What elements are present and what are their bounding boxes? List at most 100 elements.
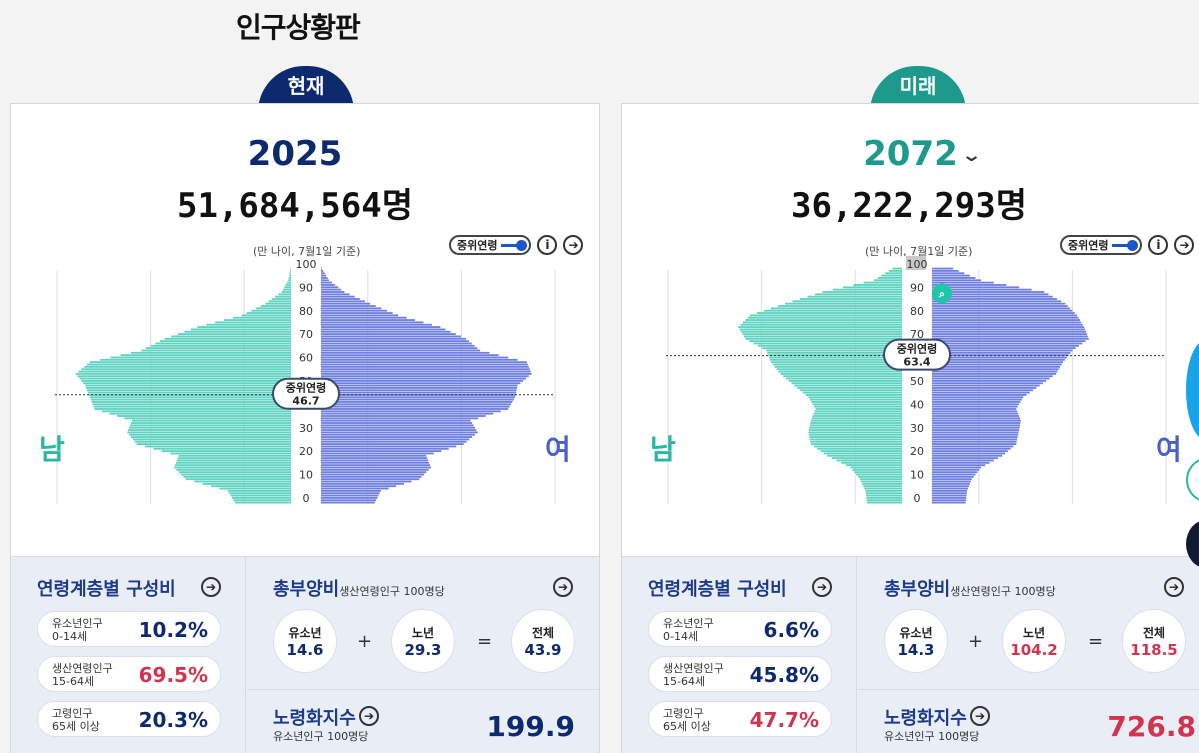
median-age-toggle[interactable]: 중위연령 bbox=[1060, 235, 1143, 255]
working-label: 생산연령인구 bbox=[663, 662, 724, 675]
female-bar bbox=[321, 482, 404, 485]
chart-toolbar: 중위연령 i ➔ bbox=[1060, 235, 1195, 255]
age-tick-label: 100 bbox=[296, 258, 317, 271]
female-bar bbox=[321, 326, 441, 328]
male-bar bbox=[278, 293, 291, 296]
female-bar bbox=[321, 382, 521, 385]
male-bar bbox=[81, 379, 291, 382]
plus-sign: + bbox=[968, 631, 984, 652]
female-bar bbox=[932, 450, 1008, 453]
female-bar bbox=[932, 443, 1017, 445]
dep-total-circle: 전체 43.9 bbox=[511, 609, 575, 673]
arrow-right-circle-icon[interactable]: ➔ bbox=[359, 706, 379, 726]
male-bar bbox=[176, 459, 291, 462]
male-bar bbox=[127, 431, 291, 434]
arrow-right-circle-icon[interactable]: ➔ bbox=[812, 577, 832, 597]
female-bar bbox=[321, 394, 516, 396]
age-tick-label: 10 bbox=[910, 469, 924, 482]
female-bar bbox=[932, 396, 1024, 399]
female-bar bbox=[321, 328, 446, 331]
arrow-right-circle-icon[interactable]: ➔ bbox=[201, 577, 221, 597]
age-tick-label: 0 bbox=[303, 492, 310, 505]
info-icon[interactable]: i bbox=[1148, 235, 1169, 255]
arrow-right-circle-icon[interactable]: ➔ bbox=[1174, 235, 1195, 255]
male-bar bbox=[86, 363, 292, 366]
arrow-right-circle-icon[interactable]: ➔ bbox=[1164, 577, 1184, 597]
female-bar bbox=[321, 396, 516, 399]
male-bar bbox=[150, 344, 291, 347]
male-bar bbox=[777, 305, 902, 307]
female-bar bbox=[321, 487, 389, 490]
age-tick-label: 30 bbox=[299, 422, 313, 435]
male-bar bbox=[91, 401, 291, 403]
age-tick-label: 100 bbox=[907, 258, 928, 271]
elderly-range: 65세 이상 bbox=[52, 720, 100, 733]
male-bar bbox=[774, 365, 902, 368]
male-bar bbox=[809, 438, 902, 441]
female-bar bbox=[321, 377, 526, 380]
female-bar bbox=[321, 379, 524, 382]
female-bar bbox=[321, 408, 509, 410]
male-bar bbox=[178, 471, 291, 474]
population-tick-label: 300,000 bbox=[739, 522, 785, 524]
male-bar bbox=[892, 267, 902, 270]
population-tick-label: 300,000 bbox=[439, 522, 485, 524]
male-bar bbox=[86, 389, 292, 392]
female-bar bbox=[932, 267, 954, 270]
median-age-toggle[interactable]: 중위연령 bbox=[449, 235, 532, 255]
female-bar bbox=[321, 436, 473, 438]
female-bar bbox=[321, 492, 380, 495]
dep-total-circle: 전체 118.5 bbox=[1122, 609, 1186, 673]
median-age-label: 중위연령 bbox=[897, 342, 937, 356]
male-bar bbox=[863, 485, 902, 488]
median-age-label: 중위연령 bbox=[286, 381, 326, 395]
male-bar bbox=[265, 302, 291, 305]
male-bar bbox=[130, 436, 291, 438]
side-widget-button[interactable] bbox=[1186, 520, 1199, 568]
male-bar bbox=[809, 398, 902, 401]
female-bar bbox=[932, 471, 978, 474]
female-bar bbox=[321, 454, 427, 457]
female-bar bbox=[932, 389, 1034, 392]
female-bar bbox=[932, 337, 1089, 340]
arrow-right-circle-icon[interactable]: ➔ bbox=[563, 235, 584, 255]
dependency-sub: 생산연령인구 100명당 bbox=[339, 585, 445, 598]
aging-index-sub: 유소년인구 100명당 bbox=[884, 730, 980, 743]
female-bar bbox=[932, 335, 1088, 338]
chevron-down-icon[interactable]: ⌄ bbox=[960, 145, 982, 166]
info-icon[interactable]: i bbox=[537, 235, 558, 255]
female-bar bbox=[932, 461, 990, 464]
female-bar bbox=[932, 475, 974, 478]
female-bar bbox=[932, 473, 976, 476]
female-bar bbox=[932, 499, 966, 502]
male-bar bbox=[77, 375, 291, 378]
female-bar bbox=[932, 326, 1085, 328]
male-bar bbox=[850, 466, 902, 469]
median-age-value: 63.4 bbox=[903, 356, 930, 369]
female-bar bbox=[321, 316, 407, 319]
side-widget-button[interactable] bbox=[1186, 340, 1199, 440]
female-bar bbox=[321, 351, 490, 354]
male-bar bbox=[170, 452, 291, 455]
dep-youth-circle: 유소년 14.3 bbox=[884, 609, 948, 673]
zoom-icon-glyph: ⌕ bbox=[938, 287, 945, 300]
male-bar bbox=[219, 487, 291, 490]
male-bar bbox=[174, 466, 291, 469]
male-bar bbox=[817, 447, 902, 450]
arrow-right-circle-icon[interactable]: ➔ bbox=[553, 577, 573, 597]
male-bar bbox=[812, 403, 902, 406]
toggle-switch bbox=[501, 239, 528, 251]
male-bar bbox=[866, 494, 902, 497]
female-bar bbox=[321, 356, 509, 359]
future-year[interactable]: 2072 ⌄ bbox=[622, 134, 1199, 174]
age-tick-label: 70 bbox=[299, 328, 313, 341]
female-bar bbox=[321, 300, 365, 303]
female-bar bbox=[321, 457, 428, 460]
male-bar bbox=[743, 335, 902, 338]
elderly-label: 고령인구 bbox=[52, 707, 93, 720]
male-bar bbox=[740, 323, 902, 326]
male-bar bbox=[815, 408, 902, 410]
aging-index-title: 노령화지수 bbox=[884, 708, 967, 729]
age-tick-label: 60 bbox=[299, 352, 313, 365]
arrow-right-circle-icon[interactable]: ➔ bbox=[970, 706, 990, 726]
